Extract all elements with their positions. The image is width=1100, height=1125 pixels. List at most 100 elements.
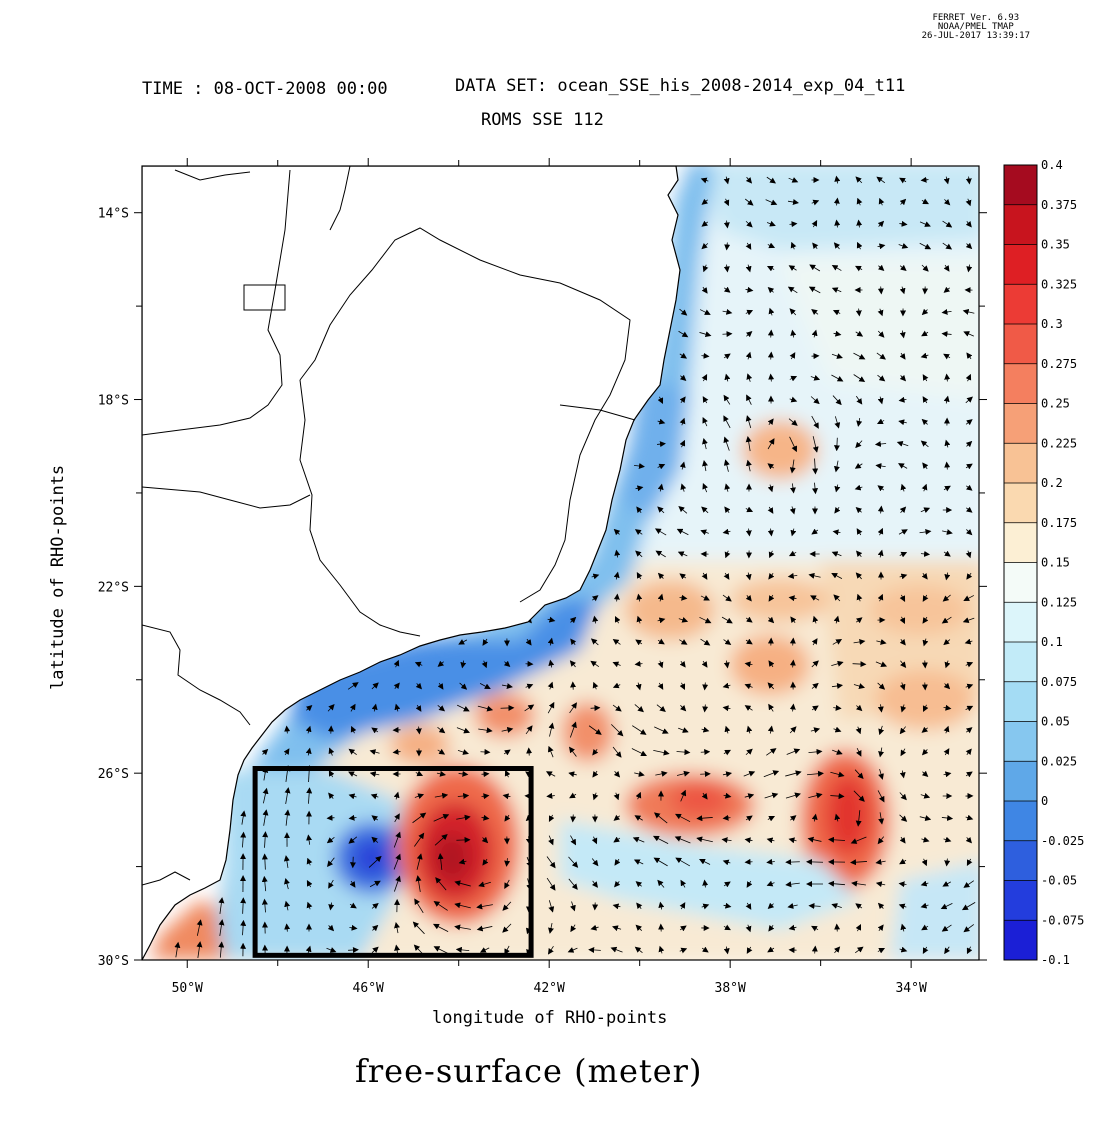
colorbar-swatch [1004,602,1037,643]
current-arrow [943,748,950,756]
current-arrow [942,594,951,602]
current-arrow [454,924,471,931]
current-arrow [723,572,730,580]
current-arrow [415,704,422,712]
current-arrow [810,727,821,734]
current-arrow [631,748,648,756]
current-arrow [612,638,621,645]
current-arrow [853,374,866,383]
current-arrow [767,438,775,450]
current-arrow [877,286,884,295]
current-arrow [788,924,797,931]
current-arrow [831,683,844,689]
current-arrow [548,922,554,934]
current-arrow [348,836,358,844]
current-arrow [746,946,753,954]
current-arrow [679,639,688,645]
current-arrow [679,352,688,359]
current-arrow [941,331,952,338]
current-arrow [766,880,775,887]
current-arrow [811,220,818,228]
current-arrow [856,241,863,250]
current-arrow [766,858,775,865]
current-arrow [306,880,313,888]
current-arrow [656,704,666,712]
current-arrow [767,725,774,734]
current-arrow [767,484,774,493]
current-arrow [284,923,291,932]
current-arrow [941,815,954,821]
current-arrow [723,902,732,909]
current-arrow [744,705,753,711]
current-arrow [855,176,863,184]
current-arrow [702,396,709,404]
current-arrow [636,506,643,514]
current-arrow [744,683,753,690]
current-arrow [679,902,686,910]
current-arrow [174,941,181,958]
current-arrow [393,831,401,848]
current-arrow [348,793,357,800]
current-arrow [855,330,864,337]
current-arrow [898,396,907,403]
current-arrow [767,528,774,537]
current-arrow [412,812,427,824]
axis-ticks: 50°W 46°W 42°W 38°W 34°W 14°S 18°S 22°S 26°S 30°S [98,158,987,996]
current-arrow [831,264,842,271]
current-arrow [415,682,423,690]
current-arrow [349,880,356,888]
current-arrow [501,726,514,733]
current-arrow [790,616,797,624]
current-arrow [899,551,908,558]
current-arrow [502,901,512,911]
current-arrow [854,484,863,491]
current-arrow [570,814,577,823]
current-arrow [944,572,951,581]
current-arrow [899,770,906,779]
current-arrow [745,264,752,273]
current-arrow [614,880,621,888]
current-arrow [811,199,820,206]
current-arrow [679,461,686,470]
current-arrow [328,770,335,778]
current-arrow [878,197,885,206]
current-arrow [547,701,555,714]
current-arrow [920,550,931,557]
current-arrow [591,880,598,888]
current-arrow [478,727,493,734]
colorbar-label: 0.2 [1041,476,1063,490]
current-arrow [745,528,752,537]
current-arrow [722,859,731,866]
current-arrow [850,836,867,844]
current-arrow [919,528,932,535]
current-arrow [611,724,624,737]
current-arrow [701,374,708,382]
current-arrow [613,593,620,602]
current-arrow [766,176,777,184]
current-arrow [834,416,841,429]
current-arrow [790,528,797,537]
current-arrow [674,836,691,844]
current-arrow [745,220,753,228]
current-arrow [899,286,906,295]
current-arrow [877,396,884,405]
colorbar-label: 0.025 [1041,754,1077,768]
current-arrow [811,638,818,646]
current-arrow [831,572,843,579]
current-arrow [943,638,951,646]
current-arrow [877,220,885,228]
current-arrow [941,616,952,624]
current-arrow [899,946,908,953]
current-arrow [679,925,687,932]
current-arrow [481,771,490,778]
current-arrow [789,375,798,382]
current-arrow [723,639,732,646]
current-arrow [899,198,907,206]
current-arrow [877,947,886,954]
current-arrow [414,832,425,847]
current-arrow [899,264,907,271]
current-arrow [477,705,494,712]
current-arrow [435,877,447,891]
current-arrow [261,898,268,913]
current-arrow [789,221,798,228]
